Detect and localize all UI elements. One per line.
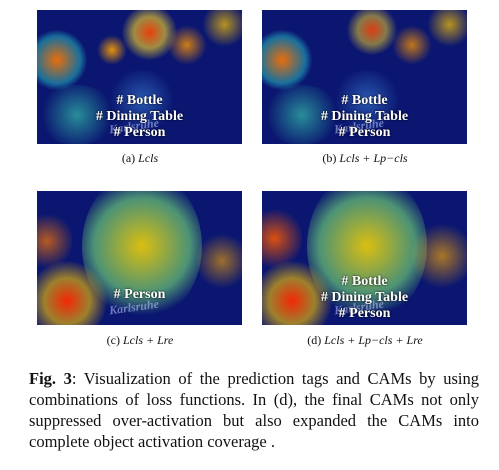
- tag-dining-table: # Dining Table: [320, 290, 409, 305]
- prediction-tags: # Bottle # Dining Table # Person: [262, 93, 467, 141]
- subcaption-d: (d) Lcls + Lp−cls + Lre: [255, 333, 475, 348]
- prediction-tags: # Person: [37, 287, 242, 303]
- tag-dining-table: # Dining Table: [95, 109, 184, 124]
- subcaption-label: (a): [121, 151, 136, 165]
- subcaption-label: (d): [307, 333, 322, 347]
- subcaption-c: (c) Lcls + Lre: [30, 333, 250, 348]
- subcaption-label: (b): [322, 151, 337, 165]
- tag-person: # Person: [338, 306, 391, 321]
- subcaption-label: (c): [106, 333, 120, 347]
- tag-bottle: # Bottle: [341, 274, 388, 289]
- cam-panel-d: Karlsruhe # Bottle # Dining Table # Pers…: [262, 191, 467, 325]
- subcaption-b: (b) Lcls + Lp−cls: [255, 151, 475, 166]
- tag-bottle: # Bottle: [116, 93, 163, 108]
- figure-label: Fig. 3: [29, 369, 72, 388]
- figure-caption: Fig. 3: Visualization of the prediction …: [29, 368, 479, 452]
- figure-caption-text: : Visualization of the prediction tags a…: [29, 369, 479, 451]
- tag-person: # Person: [113, 125, 166, 140]
- cam-panel-a: Karlsruhe # Bottle # Dining Table # Pers…: [37, 10, 242, 144]
- prediction-tags: # Bottle # Dining Table # Person: [37, 93, 242, 141]
- subcaption-a: (a) Lcls: [30, 151, 250, 166]
- cam-panel-b: Karlsruhe # Bottle # Dining Table # Pers…: [262, 10, 467, 144]
- tag-person: # Person: [113, 287, 166, 302]
- subcaption-formula: Lcls: [138, 151, 159, 165]
- subcaption-formula: Lcls + Lp−cls: [339, 151, 408, 165]
- tag-person: # Person: [338, 125, 391, 140]
- tag-bottle: # Bottle: [341, 93, 388, 108]
- subcaption-formula: Lcls + Lre: [123, 333, 174, 347]
- cam-panel-c: Karlsruhe # Person: [37, 191, 242, 325]
- tag-dining-table: # Dining Table: [320, 109, 409, 124]
- subcaption-formula: Lcls + Lp−cls + Lre: [324, 333, 423, 347]
- prediction-tags: # Bottle # Dining Table # Person: [262, 274, 467, 322]
